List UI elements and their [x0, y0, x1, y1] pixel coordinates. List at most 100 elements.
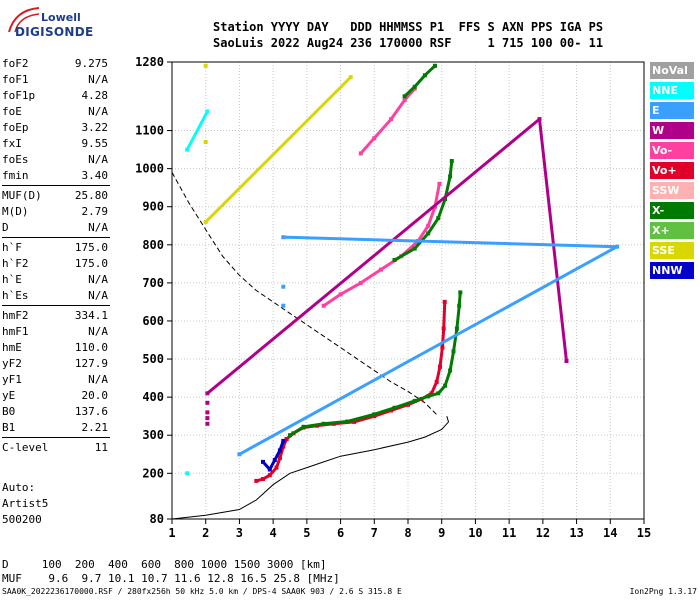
data-point — [537, 117, 542, 122]
param-label: hmF1 — [2, 325, 29, 338]
logo-digisonde-text: DIGISONDE — [15, 25, 94, 39]
data-point — [205, 410, 210, 415]
trace-segment — [438, 347, 444, 367]
param-row: B1 2.21 — [2, 420, 110, 436]
trace-segment — [261, 460, 271, 471]
legend-item: NNE — [650, 82, 694, 99]
legend-item: E — [650, 102, 694, 119]
trace-segment — [204, 76, 352, 224]
data-point — [281, 438, 286, 443]
trace-segment — [442, 301, 447, 329]
param-label: hmF2 — [2, 309, 29, 322]
param-label: fmin — [2, 169, 29, 182]
y-tick-label: 80 — [150, 512, 164, 526]
param-row: foE N/A — [2, 104, 110, 120]
param-label: yF2 — [2, 357, 22, 370]
param-row: h`Es N/A — [2, 288, 110, 304]
trace-segment — [238, 245, 618, 456]
data-point — [284, 437, 289, 441]
x-tick-label: 14 — [603, 526, 617, 540]
trace-segment — [322, 293, 342, 307]
y-tick-label: 400 — [142, 390, 164, 404]
param-value: 175.0 — [74, 241, 108, 254]
trace-segment — [289, 425, 305, 437]
trace-segment — [448, 160, 454, 177]
trace-segment — [373, 409, 392, 418]
trace-segment — [283, 235, 618, 249]
param-row: hmF1 N/A — [2, 324, 110, 340]
param-label: foE — [2, 105, 22, 118]
polarization-legend: NoVal NNE E W Vo- Vo+ SSW X- X+ SSE NNW — [650, 62, 694, 282]
param-value: N/A — [88, 221, 108, 234]
plot-frame — [171, 61, 645, 520]
trace-segment — [403, 85, 416, 98]
param-value: 9.55 — [81, 137, 109, 150]
x-tick-label: 13 — [569, 526, 583, 540]
autoscaling-info: Auto: Artist5 500200 — [2, 480, 48, 528]
param-label: foF1p — [2, 89, 36, 102]
legend-item: Vo+ — [650, 162, 694, 179]
trace-segment — [416, 224, 430, 242]
param-label: yF1 — [2, 373, 22, 386]
trace-segment — [457, 292, 462, 306]
x-tick-label: 11 — [502, 526, 516, 540]
trace-segment — [427, 391, 439, 398]
param-label: foEp — [2, 121, 29, 134]
legend-item: SSW — [650, 182, 694, 199]
legend-item: X- — [650, 202, 694, 219]
data-point — [348, 75, 353, 80]
x-tick-label: 8 — [404, 526, 411, 540]
trace-segment — [452, 328, 459, 352]
param-separator — [2, 305, 110, 306]
param-row: fxI 9.55 — [2, 136, 110, 152]
data-point — [402, 94, 407, 99]
y-tick-label: 200 — [142, 466, 164, 480]
trace-segment — [262, 473, 271, 481]
trace-segment — [323, 420, 348, 426]
x-tick-label: 15 — [637, 526, 651, 540]
param-label: h`E — [2, 273, 22, 286]
param-row: h`F 175.0 — [2, 240, 110, 256]
param-label: B1 — [2, 421, 16, 434]
param-row: foF1p 4.28 — [2, 88, 110, 104]
legend-item: NoVal — [650, 62, 694, 79]
legend-item: Vo- — [650, 142, 694, 159]
param-label: yE — [2, 389, 16, 402]
param-label: foF1 — [2, 73, 29, 86]
param-label: h`F — [2, 241, 22, 254]
data-point — [458, 290, 463, 295]
trace-segment — [275, 457, 282, 469]
param-value: N/A — [88, 73, 108, 86]
auto-version: 500200 — [2, 513, 42, 526]
header-line-2: SaoLuis 2022 Aug24 236 170000 RSF 1 715 … — [213, 36, 604, 50]
y-tick-label: 1100 — [135, 124, 164, 138]
data-point — [281, 284, 286, 289]
param-value: 137.6 — [74, 405, 108, 418]
auto-software: Artist5 — [2, 497, 49, 510]
data-point — [564, 359, 569, 363]
trace-segment — [436, 198, 447, 219]
param-value: N/A — [88, 105, 108, 118]
x-tick-label: 6 — [337, 526, 344, 540]
trace-segment — [393, 247, 416, 262]
y-tick-label: 600 — [142, 314, 164, 328]
param-value: 175.0 — [74, 257, 108, 270]
data-point — [261, 459, 265, 464]
x-tick-label: 4 — [270, 526, 277, 540]
trace-segment — [359, 137, 376, 155]
param-row: yF2 127.9 — [2, 356, 110, 372]
param-label: h`F2 — [2, 257, 29, 270]
trace-segment — [268, 459, 277, 471]
trace-segment — [268, 466, 278, 477]
data-point — [449, 159, 454, 163]
data-point — [185, 471, 190, 476]
param-value: N/A — [88, 289, 108, 302]
x-tick-label: 5 — [303, 526, 310, 540]
param-row: h`E N/A — [2, 272, 110, 288]
data-point — [205, 421, 210, 426]
scaled-parameters-panel: foF2 9.275 foF1 N/A foF1p 4.28 foE N/A foEp 3.22 f… — [2, 56, 110, 456]
trace-segment — [353, 414, 375, 424]
trace-segment — [537, 118, 568, 362]
data-point — [433, 63, 437, 68]
